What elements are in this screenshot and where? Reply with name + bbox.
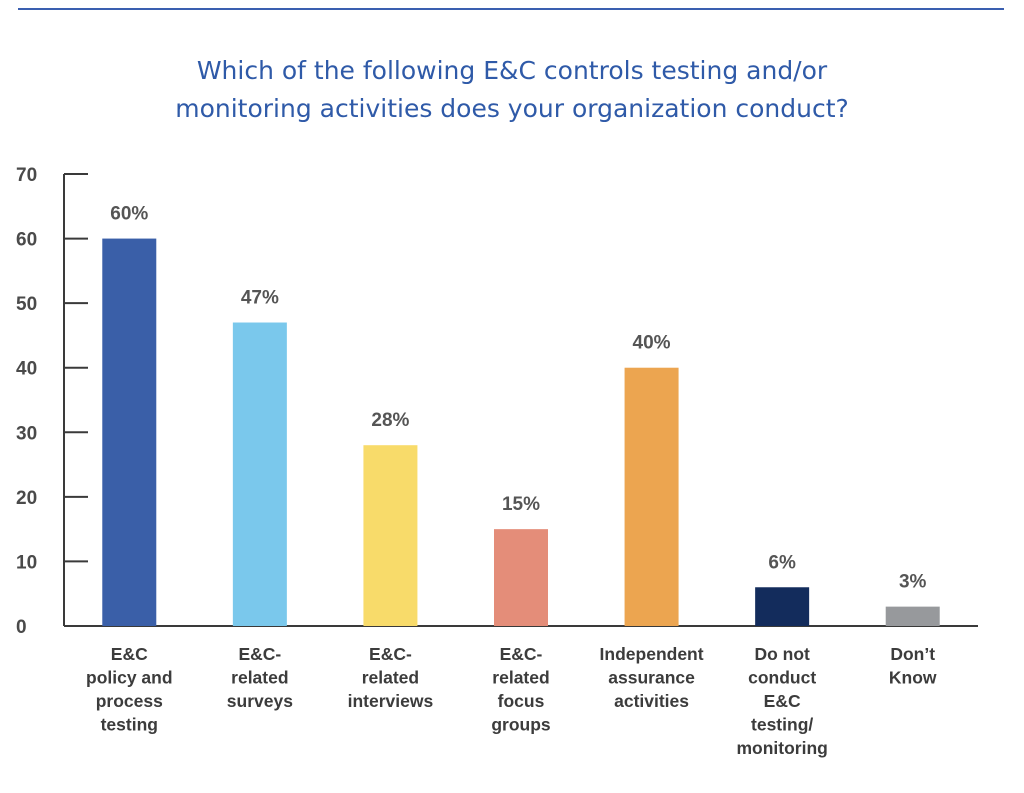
category-label-line: assurance (608, 668, 695, 688)
data-label: 15% (502, 494, 540, 515)
chart-title-line-2: monitoring activities does your organiza… (175, 94, 849, 123)
bar (102, 238, 157, 627)
data-label: 3% (899, 572, 927, 593)
category-label: E&C-related focus groups (491, 644, 551, 735)
category-label-line: groups (491, 715, 551, 735)
category-label-line: policy and (86, 668, 173, 688)
category-label: E&C-related interviews (348, 644, 434, 711)
category-label-line: E&C- (369, 644, 412, 664)
y-tick-label: 20 (16, 488, 37, 509)
y-tick-label: 50 (16, 294, 37, 315)
y-tick-label: 0 (16, 617, 27, 638)
bar (885, 606, 940, 626)
category-label: Don’t Know (889, 644, 937, 688)
chart-title: Which of the following E&C controls test… (0, 52, 1024, 128)
category-label-line: related (362, 668, 419, 688)
category-label: E&C policy and process testing (86, 644, 173, 735)
category-label-line: E&C- (500, 644, 543, 664)
category-label-line: focus (498, 691, 545, 711)
category-label-line: monitoring (736, 738, 827, 758)
category-label-line: Don’t (890, 644, 935, 664)
category-label-line: conduct (748, 668, 816, 688)
category-label-line: Independent (600, 644, 704, 664)
bar (363, 445, 418, 626)
top-rule (18, 8, 1004, 10)
category-label-line: activities (614, 691, 689, 711)
y-tick-label: 10 (16, 552, 37, 573)
category-label-line: E&C (111, 644, 148, 664)
category-label-line: interviews (348, 691, 434, 711)
category-label-line: E&C (764, 691, 801, 711)
y-tick-label: 70 (16, 165, 37, 186)
category-label-line: testing (101, 715, 158, 735)
category-label: Independent assurance activities (600, 644, 704, 711)
data-label: 40% (633, 333, 671, 354)
category-label-line: testing/ (751, 715, 813, 735)
data-label: 6% (768, 552, 796, 573)
category-label-line: related (492, 668, 549, 688)
y-tick-label: 40 (16, 359, 37, 380)
y-tick-label: 30 (16, 423, 37, 444)
category-label-line: process (96, 691, 163, 711)
category-label-line: related (231, 668, 288, 688)
category-label: Do not conduct E&C testing/monitoring (736, 644, 827, 758)
data-label: 60% (110, 204, 148, 225)
category-label-line: E&C- (238, 644, 281, 664)
category-label-line: Do not (754, 644, 810, 664)
category-label-line: Know (889, 668, 937, 688)
y-tick-label: 60 (16, 230, 37, 251)
bar (624, 367, 679, 626)
category-label: E&C-related surveys (227, 644, 293, 711)
data-label: 47% (241, 288, 279, 309)
data-label: 28% (371, 410, 409, 431)
bar (232, 322, 287, 626)
bar (755, 587, 810, 626)
category-label-line: surveys (227, 691, 293, 711)
chart-title-line-1: Which of the following E&C controls test… (196, 56, 828, 85)
bar (494, 529, 548, 626)
